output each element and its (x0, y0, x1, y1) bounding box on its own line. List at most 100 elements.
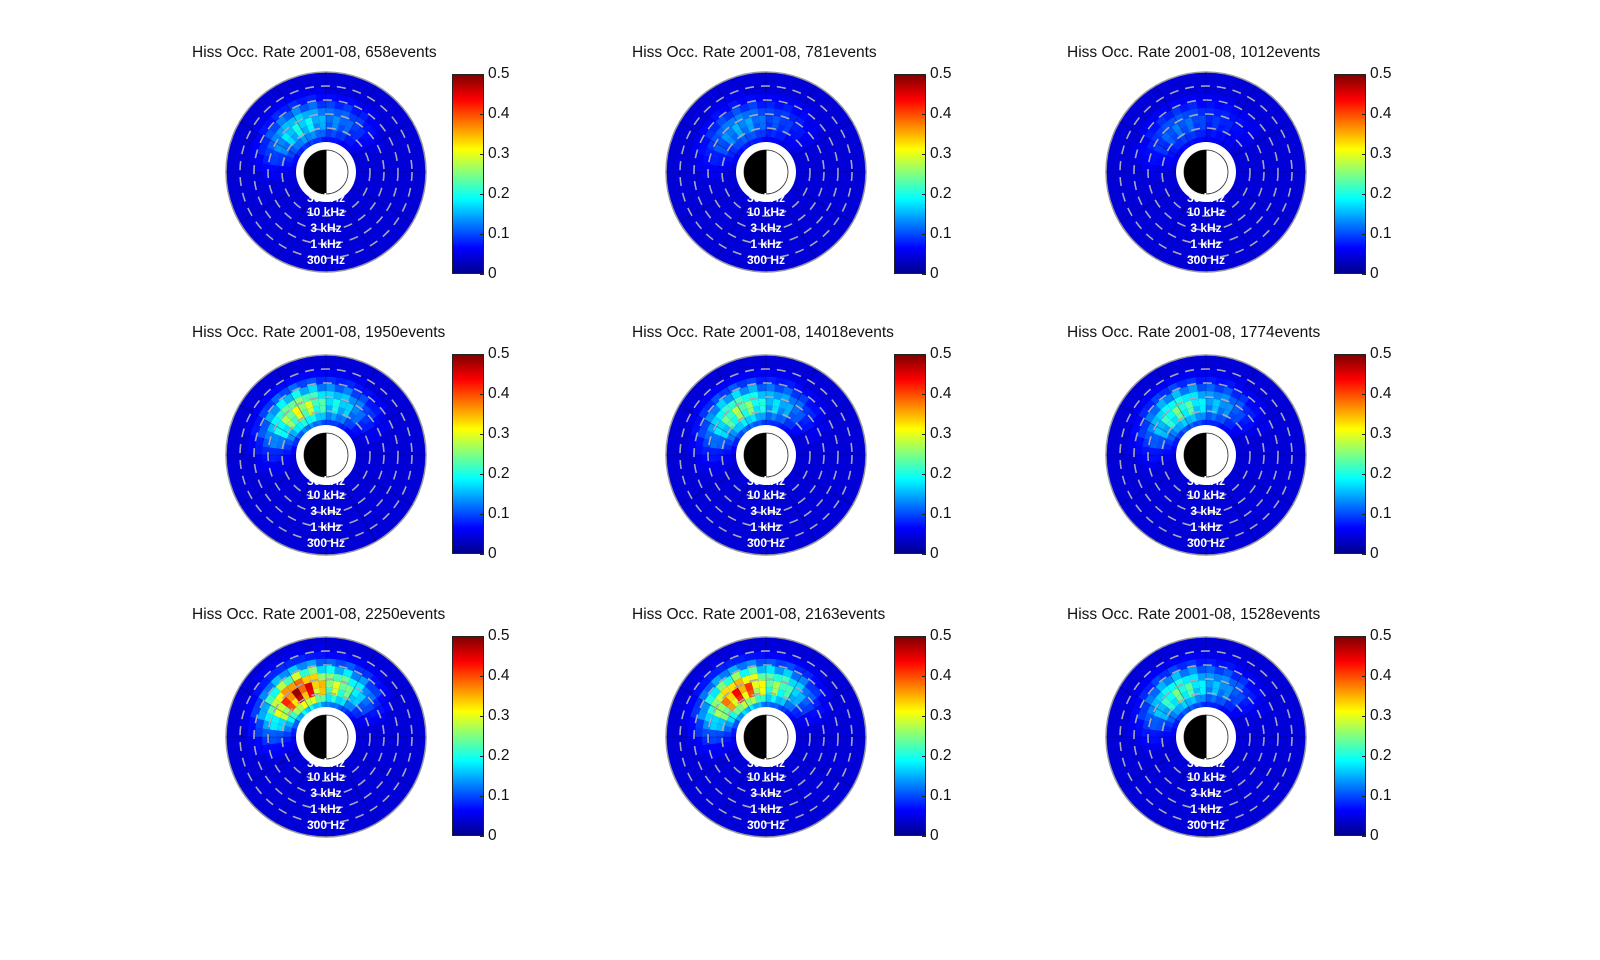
colorbar-tick-label: 0.4 (930, 105, 952, 122)
colorbar-tick-label: 0.4 (1370, 105, 1392, 122)
colorbar-tick-mark (922, 636, 926, 637)
colorbar-tick-label: 0.4 (930, 385, 952, 402)
colorbar-tick-mark (480, 394, 484, 395)
colorbar-tick-mark (1362, 74, 1366, 75)
colorbar (1334, 74, 1366, 274)
colorbar-tick-label: 0.4 (488, 667, 510, 684)
frequency-label: 10 kHz (747, 488, 785, 502)
colorbar-tick-mark (480, 114, 484, 115)
frequency-label: 30 kHz (1187, 756, 1225, 770)
colorbar-tick-label: 0.3 (488, 145, 510, 162)
colorbar (452, 74, 484, 274)
frequency-label: 10 kHz (1187, 770, 1225, 784)
colorbar-tick-mark (1362, 796, 1366, 797)
colorbar-tick-mark (922, 394, 926, 395)
colorbar-tick-mark (1362, 514, 1366, 515)
colorbar-tick-label: 0.5 (488, 65, 510, 82)
frequency-label: 300 Hz (1187, 818, 1225, 832)
colorbar-tick-label: 0.5 (1370, 65, 1392, 82)
colorbar-tick-label: 0.3 (1370, 425, 1392, 442)
frequency-label: 300 Hz (747, 536, 785, 550)
frequency-label: 1 kHz (1190, 237, 1221, 251)
colorbar-tick-mark (1362, 434, 1366, 435)
frequency-label: 3 kHz (750, 786, 781, 800)
colorbar-tick-label: 0.5 (930, 65, 952, 82)
colorbar-tick-label: 0.2 (930, 747, 952, 764)
frequency-label: 10 kHz (307, 770, 345, 784)
frequency-label: 300 Hz (307, 818, 345, 832)
colorbar-tick-mark (922, 74, 926, 75)
colorbar-tick-mark (1362, 836, 1366, 837)
colorbar-tick-mark (480, 194, 484, 195)
frequency-label: 3 kHz (750, 504, 781, 518)
subplot-title: Hiss Occ. Rate 2001-08, 1012events (1067, 44, 1321, 61)
colorbar-tick-mark (480, 716, 484, 717)
colorbar-tick-mark (922, 274, 926, 275)
colorbar-tick-label: 0 (1370, 827, 1379, 844)
colorbar (452, 636, 484, 836)
colorbar-tick-label: 0.2 (930, 465, 952, 482)
colorbar-tick-label: 0.5 (1370, 627, 1392, 644)
frequency-label: 30 kHz (1187, 474, 1225, 488)
subplot-title: Hiss Occ. Rate 2001-08, 1950events (192, 324, 446, 341)
colorbar-tick-label: 0 (930, 827, 939, 844)
colorbar-tick-label: 0.1 (488, 225, 510, 242)
colorbar-tick-mark (480, 154, 484, 155)
subplot-title: Hiss Occ. Rate 2001-08, 14018events (632, 324, 894, 341)
colorbar-tick-label: 0.2 (930, 185, 952, 202)
colorbar-tick-mark (1362, 114, 1366, 115)
frequency-label: 3 kHz (750, 221, 781, 235)
colorbar-tick-label: 0 (1370, 545, 1379, 562)
frequency-label: 10 kHz (747, 770, 785, 784)
frequency-label: 10 kHz (1187, 205, 1225, 219)
colorbar-tick-label: 0.4 (488, 105, 510, 122)
subplot-title: Hiss Occ. Rate 2001-08, 781events (632, 44, 877, 61)
colorbar-tick-mark (922, 796, 926, 797)
colorbar-tick-label: 0.5 (1370, 345, 1392, 362)
colorbar-tick-label: 0 (488, 827, 497, 844)
colorbar-tick-label: 0.4 (930, 667, 952, 684)
colorbar-tick-label: 0.1 (930, 787, 952, 804)
colorbar-tick-mark (1362, 274, 1366, 275)
frequency-label: 30 kHz (747, 474, 785, 488)
frequency-label: 1 kHz (750, 802, 781, 816)
colorbar-tick-label: 0.3 (488, 425, 510, 442)
colorbar-tick-mark (480, 554, 484, 555)
colorbar (452, 354, 484, 554)
colorbar-tick-mark (922, 716, 926, 717)
colorbar-tick-mark (922, 154, 926, 155)
colorbar-tick-label: 0.1 (930, 505, 952, 522)
colorbar-tick-mark (922, 836, 926, 837)
colorbar-tick-label: 0.1 (1370, 505, 1392, 522)
colorbar-tick-mark (922, 114, 926, 115)
colorbar-tick-mark (480, 234, 484, 235)
colorbar-tick-label: 0.3 (930, 145, 952, 162)
frequency-label: 1 kHz (310, 237, 341, 251)
frequency-label: 300 Hz (747, 253, 785, 267)
frequency-label: 300 Hz (747, 818, 785, 832)
frequency-label: 1 kHz (1190, 520, 1221, 534)
colorbar-tick-label: 0.1 (930, 225, 952, 242)
colorbar-tick-mark (480, 676, 484, 677)
colorbar-tick-mark (480, 354, 484, 355)
frequency-label: 1 kHz (750, 520, 781, 534)
frequency-label: 300 Hz (1187, 536, 1225, 550)
frequency-label: 10 kHz (747, 205, 785, 219)
colorbar-tick-mark (480, 434, 484, 435)
colorbar-tick-label: 0.4 (1370, 385, 1392, 402)
colorbar-tick-label: 0.2 (488, 465, 510, 482)
colorbar-tick-label: 0 (488, 545, 497, 562)
colorbar-tick-label: 0.3 (1370, 707, 1392, 724)
colorbar-tick-label: 0.2 (488, 185, 510, 202)
colorbar-tick-label: 0.2 (1370, 185, 1392, 202)
colorbar-tick-label: 0.4 (488, 385, 510, 402)
colorbar-tick-label: 0.3 (1370, 145, 1392, 162)
colorbar-tick-mark (1362, 636, 1366, 637)
colorbar-tick-mark (922, 194, 926, 195)
colorbar-tick-label: 0 (1370, 265, 1379, 282)
colorbar-tick-mark (922, 474, 926, 475)
